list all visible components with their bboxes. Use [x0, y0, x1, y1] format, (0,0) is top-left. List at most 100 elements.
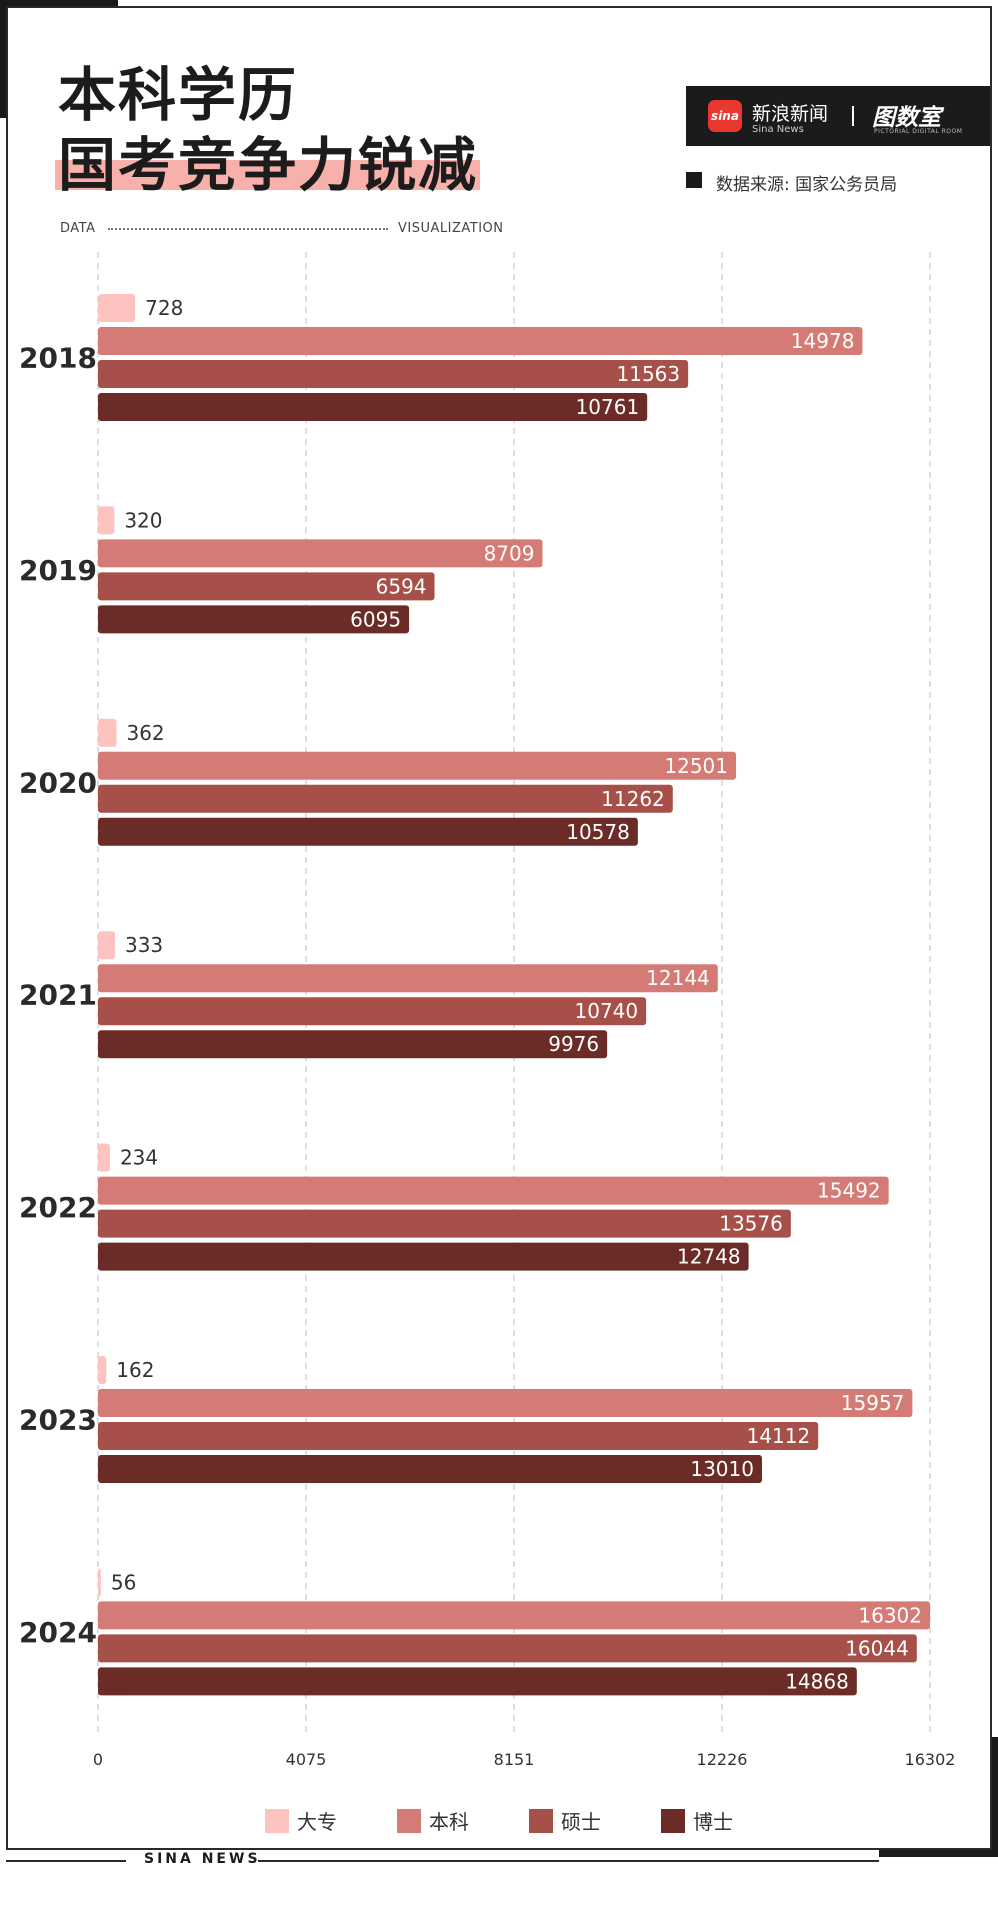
x-tick-label-2: 8151 — [494, 1750, 535, 1769]
page-title-line2: 国考竞争力锐减 — [58, 131, 479, 199]
value-label-shuoshi-2024: 16044 — [845, 1636, 909, 1660]
legend-item-benke: 本科 — [397, 1806, 469, 1835]
bar-benke-2021 — [98, 964, 718, 993]
x-tick-label-1: 4075 — [286, 1750, 327, 1769]
bar-dazhuan-2024 — [98, 1568, 101, 1597]
visualization-tag: VISUALIZATION — [398, 221, 504, 236]
bar-boshi-2019 — [98, 605, 410, 634]
legend-swatch-dazhuan — [265, 1808, 289, 1833]
footer-brand: SINA NEWS — [144, 1851, 261, 1867]
bar-boshi-2020 — [98, 817, 638, 846]
page-title-line1: 本科学历 — [58, 61, 299, 129]
bar-dazhuan-2020 — [98, 718, 117, 747]
year-label-2023: 2023 — [19, 1404, 97, 1437]
bar-boshi-2022 — [98, 1242, 749, 1271]
brand-name-en: Sina News — [752, 124, 804, 135]
title-highlight — [55, 160, 480, 190]
partner-logo-subtitle: PICTORIAL DIGITAL ROOM — [874, 128, 963, 135]
value-label-boshi-2023: 13010 — [690, 1457, 754, 1481]
value-label-boshi-2024: 14868 — [785, 1669, 849, 1693]
value-label-boshi-2022: 12748 — [677, 1245, 741, 1269]
year-label-2022: 2022 — [19, 1191, 97, 1224]
bar-dazhuan-2023 — [98, 1356, 107, 1384]
bar-boshi-2021 — [98, 1030, 608, 1059]
data-source: 数据来源: 国家公务员局 — [716, 175, 898, 195]
year-label-2024: 2024 — [19, 1616, 97, 1649]
bar-shuoshi-2023 — [98, 1422, 819, 1450]
bar-boshi-2023 — [98, 1455, 762, 1483]
bar-boshi-2024 — [98, 1667, 857, 1696]
legend-label-dazhuan: 大专 — [297, 1810, 337, 1834]
legend-label-shuoshi: 硕士 — [561, 1810, 601, 1834]
legend-label-boshi: 博士 — [693, 1810, 733, 1834]
value-label-benke-2018: 14978 — [791, 329, 855, 353]
bar-benke-2020 — [98, 751, 737, 780]
legend-swatch-boshi — [661, 1808, 685, 1833]
value-label-boshi-2019: 6095 — [350, 607, 401, 631]
poster-frame — [6, 6, 992, 1850]
brand-separator — [852, 106, 854, 126]
legend-item-shuoshi: 硕士 — [529, 1806, 601, 1835]
value-label-dazhuan-2020: 362 — [126, 721, 164, 745]
bar-shuoshi-2022 — [98, 1209, 791, 1238]
bar-benke-2018 — [98, 327, 863, 355]
value-label-dazhuan-2019: 320 — [124, 508, 162, 532]
x-tick-label-3: 12226 — [697, 1750, 748, 1769]
year-label-2021: 2021 — [19, 979, 97, 1012]
bar-shuoshi-2024 — [98, 1634, 917, 1663]
value-label-shuoshi-2023: 14112 — [747, 1424, 811, 1448]
value-label-shuoshi-2022: 13576 — [719, 1212, 783, 1236]
legend-swatch-benke — [397, 1808, 421, 1833]
value-label-boshi-2020: 10578 — [566, 820, 630, 844]
legend-item-boshi: 博士 — [661, 1806, 733, 1835]
data-tag: DATA — [60, 221, 96, 236]
year-label-2018: 2018 — [19, 342, 97, 375]
bar-benke-2024 — [98, 1601, 930, 1630]
value-label-benke-2021: 12144 — [646, 966, 710, 990]
brand-bar: sina 新浪新闻 Sina News 图数室 PICTORIAL DIGITA… — [686, 86, 990, 146]
bar-dazhuan-2018 — [98, 294, 136, 322]
value-label-benke-2023: 15957 — [841, 1391, 905, 1415]
footer-line-right — [258, 1860, 879, 1862]
bar-dazhuan-2021 — [98, 931, 115, 960]
value-label-boshi-2021: 9976 — [548, 1032, 599, 1056]
value-label-benke-2020: 12501 — [664, 754, 728, 778]
bar-shuoshi-2020 — [98, 784, 673, 813]
bar-dazhuan-2022 — [98, 1143, 110, 1172]
value-label-boshi-2018: 10761 — [576, 395, 640, 419]
bar-shuoshi-2021 — [98, 997, 647, 1026]
bar-benke-2019 — [98, 539, 543, 568]
bar-shuoshi-2019 — [98, 572, 435, 601]
partner-logo: 图数室 — [872, 105, 941, 131]
value-label-dazhuan-2023: 162 — [116, 1358, 154, 1382]
chart-legend: 大专 本科 硕士 博士 — [0, 1806, 998, 1835]
legend-swatch-shuoshi — [529, 1808, 553, 1833]
year-label-2020: 2020 — [19, 766, 97, 799]
year-label-2019: 2019 — [19, 554, 97, 587]
legend-label-benke: 本科 — [429, 1810, 469, 1834]
x-tick-label-0: 0 — [93, 1750, 103, 1769]
brand-name-cn: 新浪新闻 — [752, 103, 829, 125]
value-label-shuoshi-2020: 11262 — [601, 787, 665, 811]
value-label-dazhuan-2018: 728 — [145, 296, 183, 320]
value-label-benke-2024: 16302 — [858, 1603, 922, 1627]
bar-benke-2023 — [98, 1389, 913, 1417]
value-label-shuoshi-2018: 11563 — [617, 362, 681, 386]
footer-line-left — [6, 1860, 126, 1862]
value-label-benke-2019: 8709 — [484, 541, 535, 565]
sina-logo-icon: sina — [708, 100, 742, 132]
bar-boshi-2018 — [98, 393, 648, 421]
source-square-icon — [686, 172, 702, 188]
value-label-shuoshi-2021: 10740 — [575, 999, 639, 1023]
bar-dazhuan-2019 — [98, 506, 115, 535]
bar-benke-2022 — [98, 1176, 889, 1205]
legend-item-dazhuan: 大专 — [265, 1806, 337, 1835]
value-label-shuoshi-2019: 6594 — [376, 574, 427, 598]
x-tick-label-4: 16302 — [905, 1750, 956, 1769]
bar-shuoshi-2018 — [98, 360, 689, 388]
value-label-benke-2022: 15492 — [817, 1179, 881, 1203]
value-label-dazhuan-2022: 234 — [120, 1146, 158, 1170]
value-label-dazhuan-2024: 56 — [111, 1570, 136, 1594]
dotted-divider — [108, 228, 388, 230]
